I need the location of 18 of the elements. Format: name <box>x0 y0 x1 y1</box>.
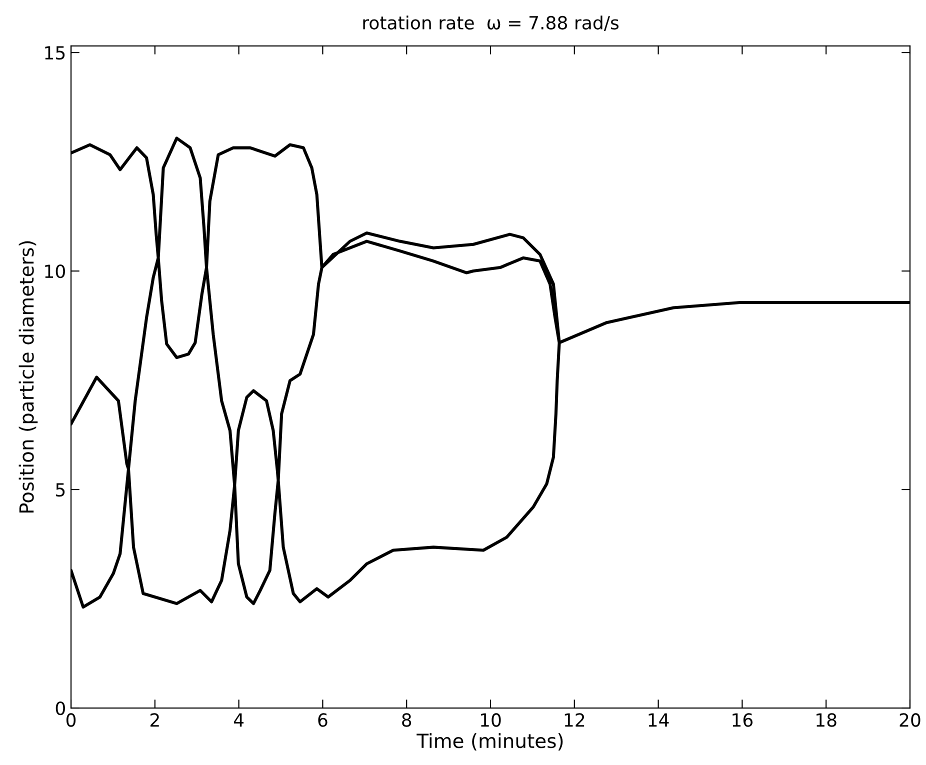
x-tick-label: 20 <box>900 713 920 727</box>
y-axis-title: Position (particle diameters) <box>18 241 38 513</box>
x-tick-label: 14 <box>648 713 669 727</box>
x-tick-label: 2 <box>150 713 159 727</box>
x-tick-label: 18 <box>816 713 836 727</box>
x-tick-label: 8 <box>402 713 412 727</box>
y-tick-label: 10 <box>45 264 65 278</box>
x-tick-label: 16 <box>732 713 753 727</box>
chart-title: rotation rate ω = 7.88 rad/s <box>363 16 619 31</box>
x-tick-label: 6 <box>318 713 328 727</box>
y-tick-label: 0 <box>56 701 65 716</box>
y-tick-label: 5 <box>56 483 65 497</box>
x-tick-label: 10 <box>481 713 501 727</box>
y-tick-label: 15 <box>45 46 65 60</box>
x-tick-label: 12 <box>564 713 584 727</box>
x-tick-label: 0 <box>66 713 76 727</box>
x-tick-label: 4 <box>234 713 244 727</box>
x-axis-title: Time (minutes) <box>416 733 563 750</box>
